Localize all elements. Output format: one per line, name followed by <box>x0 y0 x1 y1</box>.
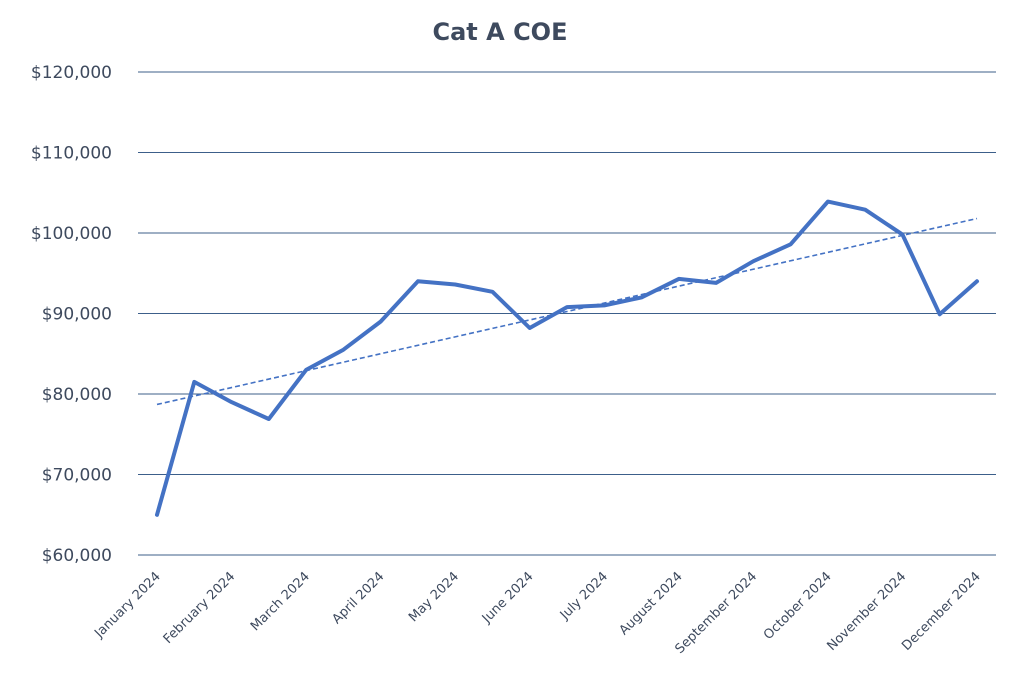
y-tick-label: $120,000 <box>31 63 112 83</box>
x-tick-label: June 2024 <box>479 569 537 627</box>
chart-title: Cat A COE <box>433 18 568 46</box>
data-point <box>789 242 793 246</box>
data-point <box>192 380 196 384</box>
data-point <box>677 277 681 281</box>
data-point <box>565 305 569 309</box>
x-tick-label: July 2024 <box>557 569 611 623</box>
gridlines <box>138 71 996 556</box>
x-tick-label: November 2024 <box>825 569 910 654</box>
x-tick-label: August 2024 <box>617 569 686 638</box>
x-tick-label: February 2024 <box>161 569 239 647</box>
trendline <box>156 217 978 406</box>
data-point <box>640 295 644 299</box>
y-tick-label: $80,000 <box>42 385 112 405</box>
x-tick-label: January 2024 <box>91 569 163 641</box>
y-tick-label: $60,000 <box>42 546 112 566</box>
data-point <box>863 208 867 212</box>
x-tick-label: December 2024 <box>899 569 984 654</box>
x-tick-label: September 2024 <box>672 569 760 657</box>
data-point <box>826 200 830 204</box>
data-point <box>267 417 271 421</box>
data-point <box>416 279 420 283</box>
y-tick-label: $110,000 <box>31 144 112 164</box>
x-tick-label: March 2024 <box>248 569 313 634</box>
y-tick-label: $70,000 <box>42 466 112 486</box>
data-point <box>341 348 345 352</box>
data-point <box>230 400 234 404</box>
y-axis-ticks: $60,000 $70,000 $80,000 $90,000 $100,000 $110… <box>31 63 112 566</box>
data-point <box>975 279 979 283</box>
x-tick-label: April 2024 <box>330 569 388 627</box>
data-point <box>938 312 942 316</box>
y-tick-label: $90,000 <box>42 305 112 325</box>
series <box>155 199 979 517</box>
series-line-cat-a-coe <box>155 199 979 517</box>
data-point <box>379 320 383 324</box>
data-point <box>751 259 755 263</box>
data-point <box>304 368 308 372</box>
data-point <box>453 283 457 287</box>
data-point <box>490 290 494 294</box>
data-point <box>155 513 159 517</box>
data-point <box>900 233 904 237</box>
data-point <box>528 326 532 330</box>
data-point <box>602 303 606 307</box>
x-tick-label: May 2024 <box>406 569 462 625</box>
y-tick-label: $100,000 <box>31 224 112 244</box>
x-tick-label: October 2024 <box>761 569 835 643</box>
data-point <box>714 281 718 285</box>
